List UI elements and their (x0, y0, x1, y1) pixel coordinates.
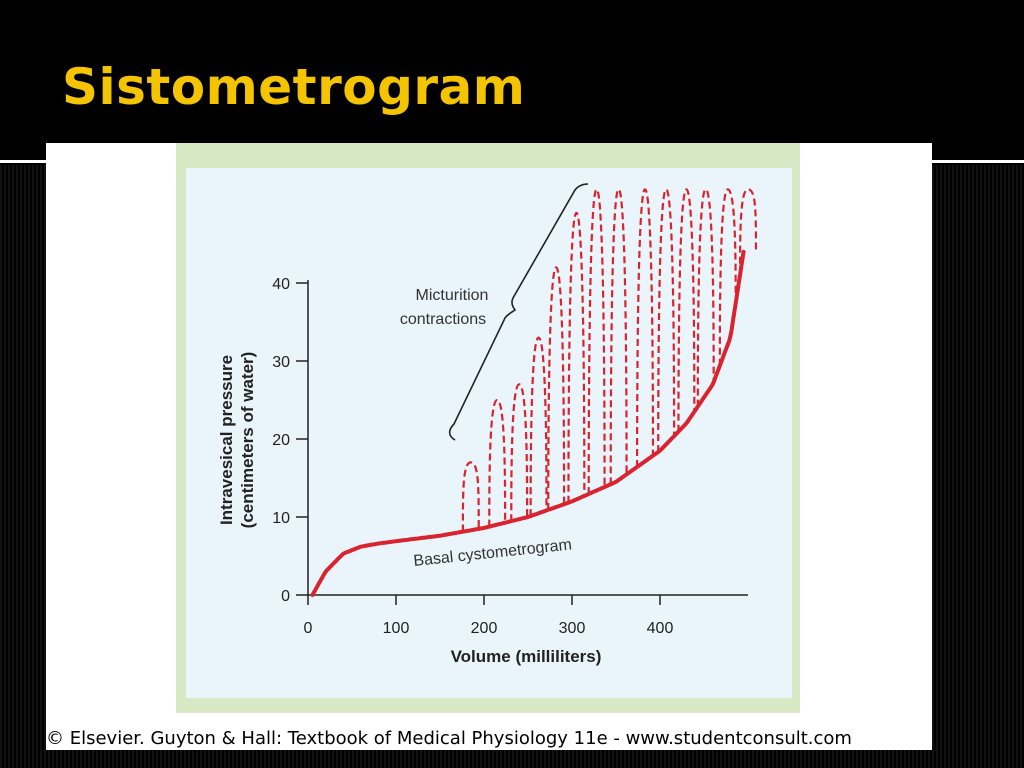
figure-inner (186, 168, 792, 698)
basal-cystometrogram-label: Basal cystometrogram (413, 536, 573, 570)
chart-labels: Volume (milliliters) Intravesical pressur… (217, 183, 602, 666)
slide-title: Sistometrogram (62, 58, 526, 116)
x-tick-label: 400 (647, 620, 674, 637)
micturition-contraction-1 (461, 461, 480, 532)
micturition-contraction-8 (609, 188, 628, 485)
micturition-contraction-4 (529, 336, 548, 517)
y-tick-label: 40 (272, 276, 290, 293)
micturition-label-line2: contractions (400, 311, 486, 328)
micturition-label-line1: Micturition (416, 287, 489, 304)
basal-cystometrogram-line (310, 249, 746, 597)
micturition-contraction-10 (657, 188, 676, 452)
x-axis-title: Volume (milliliters) (451, 647, 602, 666)
y-tick-label: 10 (272, 510, 290, 527)
y-tick-label: 20 (272, 432, 290, 449)
micturition-contraction-12 (696, 188, 715, 407)
x-tick-label: 300 (559, 620, 586, 637)
micturition-contraction-7 (587, 188, 606, 494)
micturition-contraction-11 (677, 188, 696, 432)
y-axis-title-line2: (centimeters of water) (238, 352, 257, 529)
micturition-contraction-9 (636, 188, 655, 467)
credit-line: © Elsevier. Guyton & Hall: Textbook of M… (46, 728, 852, 749)
y-axis-title: Intravesical pressure (centimeters of wat… (217, 352, 257, 529)
micturition-contraction-3 (510, 383, 529, 522)
micturition-contraction-13 (718, 188, 737, 366)
y-tick-label: 0 (281, 588, 290, 605)
y-tick-label: 30 (272, 354, 290, 371)
y-axis-title-line1: Intravesical pressure (217, 355, 236, 525)
micturition-contraction-2 (488, 398, 507, 527)
micturition-bracket (448, 183, 589, 441)
micturition-contraction-6 (567, 211, 586, 503)
x-tick-label: 200 (471, 620, 498, 637)
x-tick-label: 0 (304, 620, 313, 637)
micturition-contractions-series (461, 188, 758, 532)
x-tick-label: 100 (383, 620, 410, 637)
micturition-contraction-14 (738, 188, 758, 275)
basal-cystometrogram-series (310, 249, 746, 597)
micturition-contraction-5 (547, 266, 566, 510)
